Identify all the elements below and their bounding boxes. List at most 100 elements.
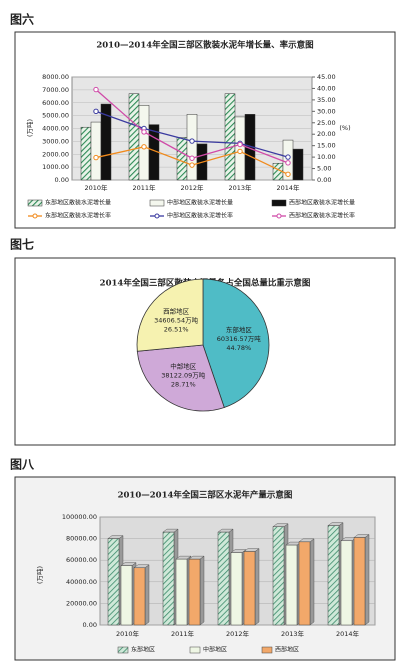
bar — [285, 544, 298, 626]
y2-tick-label: 35.00 — [317, 96, 336, 104]
pie-slice — [202, 278, 270, 408]
line-marker — [189, 162, 195, 168]
y-tick-label: 40000.00 — [66, 578, 97, 586]
y-tick-label: 6000.00 — [42, 99, 69, 107]
line-marker — [93, 86, 99, 93]
bar — [230, 552, 243, 626]
bar — [138, 105, 150, 181]
x-tick-label: 2010年 — [84, 183, 108, 192]
legend-marker — [32, 213, 38, 219]
bar — [353, 537, 366, 626]
line-marker — [285, 154, 291, 160]
y2-tick-label: 10.00 — [317, 153, 336, 161]
legend-swatch — [149, 199, 165, 207]
y-tick-label: 0.00 — [55, 176, 69, 184]
bar — [188, 558, 201, 626]
bar — [80, 126, 92, 181]
slice-label: 东部地区 — [226, 325, 253, 334]
y-tick-label: 8000.00 — [42, 73, 69, 81]
y2-tick-label: 45.00 — [317, 73, 336, 81]
legend-swatch — [27, 199, 43, 207]
bar — [100, 103, 112, 181]
figure-label: 图八 — [10, 458, 35, 472]
figure-label: 图六 — [10, 12, 34, 27]
y2-tick-label: 0.00 — [317, 176, 331, 184]
line-marker — [189, 155, 195, 161]
y2-axis-label: (%) — [339, 124, 350, 132]
slice-amount: 34606.54万吨 — [154, 316, 199, 325]
line-marker — [189, 138, 195, 144]
bar — [107, 538, 120, 626]
bar — [217, 531, 230, 626]
bar-side — [309, 538, 315, 626]
bar — [120, 565, 133, 626]
bar — [224, 93, 236, 181]
line-marker — [93, 154, 99, 161]
y-tick-label: 2000.00 — [42, 150, 69, 158]
legend-swatch — [261, 646, 273, 654]
slice-amount: 60316.57万吨 — [217, 334, 262, 343]
bar — [272, 526, 285, 626]
legend-label: 东部地区 — [131, 646, 155, 654]
legend-marker — [276, 213, 282, 219]
bar-side — [364, 534, 370, 626]
x-tick-label: 2013年 — [281, 629, 305, 638]
x-tick-label: 2010年 — [116, 629, 140, 638]
chart-title: 2010—2014年全国三部区水泥年产量示意图 — [118, 490, 293, 501]
legend-marker — [154, 213, 160, 219]
y2-tick-label: 40.00 — [317, 84, 336, 92]
y2-tick-label: 20.00 — [317, 130, 336, 138]
figure-label: 图七 — [10, 238, 34, 252]
legend-label: 东部地区散装水泥增长率 — [45, 212, 111, 220]
legend-label: 西部地区散装水泥增长率 — [289, 212, 355, 220]
y-tick-label: 80000.00 — [66, 535, 97, 543]
y-tick-label: 4000.00 — [42, 125, 69, 133]
bar — [234, 116, 246, 181]
y2-tick-label: 15.00 — [317, 142, 336, 150]
legend-label: 西部地区散装水泥增长量 — [289, 199, 355, 207]
bar — [176, 137, 188, 181]
legend-label: 中部地区散装水泥增长率 — [167, 212, 233, 220]
y2-tick-label: 30.00 — [317, 107, 336, 115]
y-tick-label: 3000.00 — [42, 137, 69, 145]
chart-title: 2010—2014年全国三部区散装水泥年增长量、率示意图 — [96, 40, 313, 51]
legend-label: 中部地区 — [203, 646, 227, 654]
line-marker — [141, 144, 147, 150]
bar — [298, 541, 311, 626]
y-axis-label: (万吨) — [25, 119, 34, 137]
y-tick-label: 100000.00 — [62, 513, 97, 521]
y-tick-label: 0.00 — [83, 621, 97, 629]
bar — [186, 114, 198, 181]
slice-amount: 38122.09万吨 — [161, 370, 206, 379]
y-tick-label: 5000.00 — [42, 112, 69, 120]
bar — [175, 558, 188, 626]
line-marker — [285, 160, 291, 166]
legend-label: 西部地区 — [275, 646, 299, 654]
bar-side — [144, 564, 150, 626]
legend-swatch — [271, 199, 287, 207]
x-tick-label: 2013年 — [228, 183, 252, 192]
bar — [327, 525, 340, 626]
legend-swatch — [189, 646, 201, 654]
bar — [162, 531, 175, 626]
bar — [243, 551, 256, 626]
x-tick-label: 2011年 — [171, 629, 195, 638]
x-tick-label: 2011年 — [132, 183, 156, 192]
y-axis-label: (万吨) — [35, 566, 44, 584]
line-marker — [93, 108, 99, 115]
slice-value: 28.71% — [171, 380, 196, 388]
y-tick-label: 7000.00 — [42, 86, 69, 94]
bar — [340, 540, 353, 626]
line-marker — [141, 129, 147, 135]
legend-swatch — [117, 646, 129, 654]
bar — [90, 121, 102, 181]
x-tick-label: 2012年 — [180, 183, 204, 192]
slice-value: 26.51% — [164, 326, 189, 334]
y2-tick-label: 5.00 — [317, 165, 331, 173]
y2-tick-label: 25.00 — [317, 119, 336, 127]
slice-value: 44.78% — [226, 344, 251, 352]
y-tick-label: 20000.00 — [66, 599, 97, 607]
slice-label: 西部地区 — [163, 307, 190, 316]
bar — [133, 567, 146, 626]
